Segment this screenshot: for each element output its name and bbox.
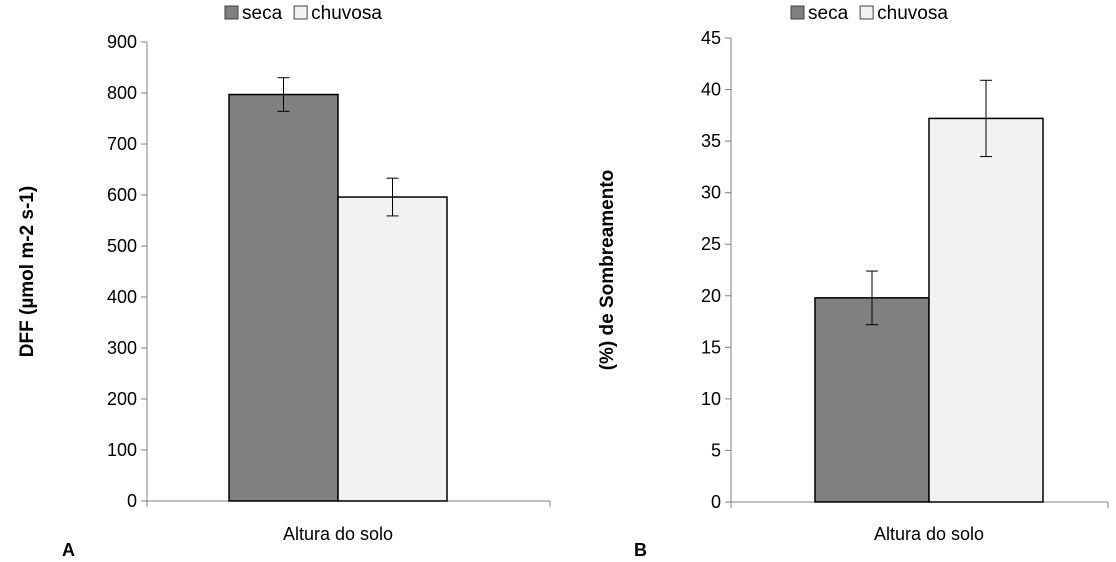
chart-panel-a: 0 100 200 300 400 500 600 700 800 900 Altura do so…: [17, 3, 551, 560]
y-tick-label: 5: [711, 440, 721, 460]
bar-seca: [228, 93, 339, 502]
legend-entry-seca: seca: [808, 3, 849, 24]
y-tick-label: 300: [107, 338, 137, 358]
y-axis-title: DFF (µmol m-2 s-1): [17, 186, 38, 357]
y-tick-label: 900: [107, 32, 137, 52]
x-category-label: Altura do solo: [283, 524, 393, 544]
y-tick-label: 25: [701, 234, 721, 254]
y-tick-label: 40: [701, 80, 721, 100]
x-category-label: Altura do solo: [874, 524, 984, 544]
y-tick-label: 45: [701, 28, 721, 48]
y-tick-label: 20: [701, 286, 721, 306]
y-tick-label: 30: [701, 183, 721, 203]
legend-entry-chuvosa: chuvosa: [877, 3, 948, 24]
y-axis-title: (%) de Sombreamento: [597, 170, 618, 371]
chart-panel-b: 0 5 10 15 20 25 30 35 40 45 Altura do solo (%) de S…: [597, 3, 1109, 560]
y-tick-label: 500: [107, 236, 137, 256]
legend-entry-chuvosa: chuvosa: [311, 3, 382, 24]
legend-entry-seca: seca: [242, 3, 283, 24]
y-tick-label: 0: [711, 492, 721, 512]
y-tick-label: 600: [107, 185, 137, 205]
y-tick-label: 35: [701, 131, 721, 151]
bar-chuvosa: [337, 196, 448, 502]
y-tick-label: 400: [107, 287, 137, 307]
y-tick-label: 800: [107, 83, 137, 103]
bar-seca: [814, 297, 930, 503]
y-tick-label: 15: [701, 337, 721, 357]
panel-letter: A: [62, 540, 75, 560]
y-tick-label: 200: [107, 389, 137, 409]
legend-swatch-chuvosa: [859, 5, 874, 20]
y-tick-label: 0: [127, 491, 137, 511]
y-tick-label: 700: [107, 134, 137, 154]
legend-swatch-seca: [790, 5, 805, 20]
legend-swatch-seca: [224, 5, 239, 20]
panel-letter: B: [634, 540, 647, 560]
bar-chuvosa: [928, 117, 1044, 503]
y-tick-label: 10: [701, 389, 721, 409]
legend-swatch-chuvosa: [293, 5, 308, 20]
y-tick-label: 100: [107, 440, 137, 460]
